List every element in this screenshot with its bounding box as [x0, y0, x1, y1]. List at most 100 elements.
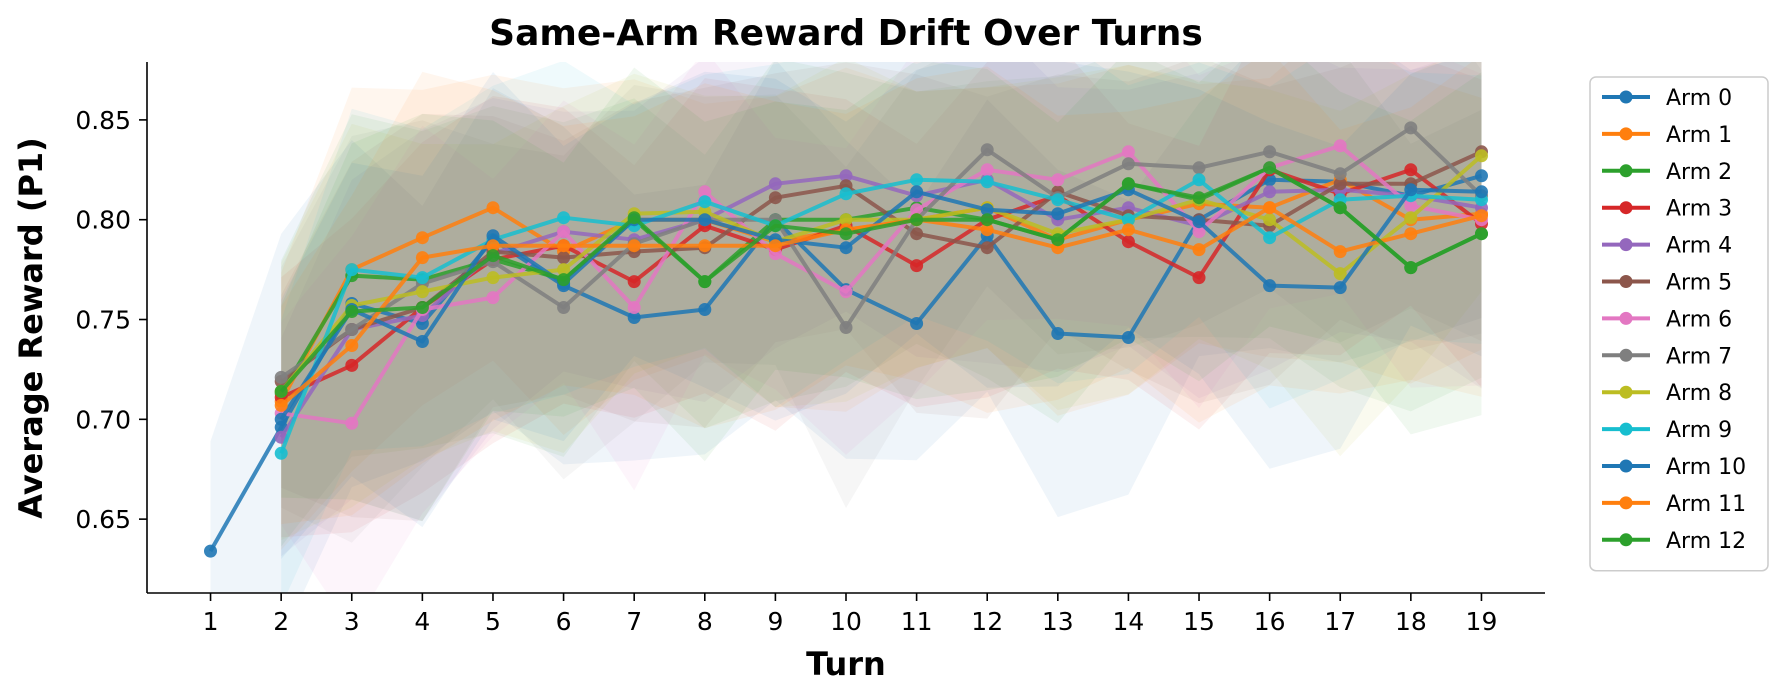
data-point-arm-3-turn-11: [910, 259, 924, 273]
band-arm-7: [281, 62, 1482, 543]
legend-swatch-marker: [1619, 201, 1633, 215]
data-point-arm-12-turn-9: [768, 219, 782, 233]
data-point-arm-9-turn-2: [274, 446, 288, 460]
data-point-arm-4-turn-16: [1263, 185, 1277, 199]
data-point-arm-9-turn-16: [1263, 231, 1277, 245]
data-point-arm-0-turn-11: [910, 317, 924, 330]
data-point-arm-11-turn-6: [557, 239, 571, 253]
data-point-arm-10-turn-18: [1404, 183, 1418, 197]
y-tick-label: 0.65: [75, 505, 131, 534]
data-point-arm-10-turn-15: [1192, 215, 1206, 229]
x-axis-label: Turn: [806, 645, 886, 683]
confidence-bands: [210, 62, 1482, 593]
legend-label: Arm 2: [1666, 160, 1732, 185]
data-point-arm-7-turn-12: [980, 143, 994, 157]
data-point-arm-5-turn-6: [557, 251, 571, 265]
data-point-arm-9-turn-6: [557, 211, 571, 225]
data-point-arm-0-turn-8: [698, 303, 712, 316]
data-point-arm-6-turn-13: [1051, 173, 1065, 187]
data-point-arm-9-turn-14: [1121, 213, 1135, 227]
data-point-arm-10-turn-17: [1333, 281, 1347, 295]
data-point-arm-12-turn-7: [627, 211, 641, 225]
data-point-arm-11-turn-8: [698, 239, 712, 253]
data-point-arm-6-turn-10: [839, 285, 853, 299]
data-point-arm-8-turn-10: [839, 213, 853, 227]
legend-item-arm-7: Arm 7: [1602, 344, 1732, 369]
data-point-arm-6-turn-15: [1192, 225, 1206, 239]
data-point-arm-11-turn-15: [1192, 243, 1206, 257]
data-point-arm-6-turn-17: [1333, 139, 1347, 153]
data-point-arm-10-turn-12: [980, 203, 994, 217]
band-arm-4: [281, 62, 1482, 557]
chart-title: Same-Arm Reward Drift Over Turns: [489, 13, 1203, 54]
data-point-arm-0-turn-7: [627, 311, 641, 324]
series-line-arm-10: [279, 187, 1482, 421]
data-point-arm-6-turn-7: [627, 301, 641, 314]
x-tick-label: 10: [830, 607, 862, 636]
y-tick-label: 0.75: [75, 306, 131, 335]
data-point-arm-12-turn-13: [1051, 233, 1065, 247]
data-point-arm-1-turn-4: [415, 231, 429, 245]
data-point-arm-12-turn-12: [980, 213, 994, 227]
x-tick-label: 11: [901, 607, 933, 636]
data-point-arm-11-turn-19: [1475, 209, 1488, 223]
legend-item-arm-1: Arm 1: [1602, 123, 1732, 148]
legend-label: Arm 4: [1666, 234, 1732, 259]
series-line-arm-12: [279, 165, 1483, 393]
x-tick-label: 2: [273, 607, 289, 636]
data-point-arm-9-turn-15: [1192, 173, 1206, 187]
data-point-arm-6-turn-5: [486, 291, 500, 305]
legend-item-arm-2: Arm 2: [1602, 160, 1732, 185]
data-point-arm-5-turn-9: [768, 191, 782, 205]
data-point-arm-12-turn-3: [345, 305, 359, 318]
y-tick-label: 0.85: [75, 106, 131, 135]
y-tick-label: 0.80: [75, 206, 131, 235]
legend-swatch-marker: [1619, 311, 1633, 325]
legend-swatch-marker: [1619, 422, 1633, 436]
data-point-arm-5-turn-12: [980, 241, 994, 255]
x-tick-label: 3: [344, 607, 360, 636]
y-ticks: 0.65 0.70 0.75 0.80 0.85: [75, 106, 147, 534]
data-point-arm-10-turn-16: [1263, 279, 1277, 293]
data-point-arm-7-turn-3: [345, 323, 359, 336]
legend-swatch-marker: [1619, 385, 1633, 399]
data-point-arm-11-turn-16: [1263, 201, 1277, 215]
data-point-arm-8-turn-18: [1404, 211, 1418, 225]
series-line-arm-5: [280, 149, 1483, 384]
data-point-arm-12-turn-17: [1333, 201, 1347, 215]
x-tick-label: 15: [1183, 607, 1215, 636]
data-point-arm-12-turn-2: [274, 384, 288, 398]
x-tick-label: 4: [414, 607, 430, 636]
data-point-arm-0-turn-14: [1121, 331, 1135, 344]
legend: Arm 0 Arm 1 Arm 2 Arm 3 Arm 4 Arm 5 Arm 6 Arm 7…: [1589, 76, 1769, 572]
data-point-arm-6-turn-8: [698, 185, 712, 199]
data-point-arm-11-turn-17: [1333, 245, 1347, 259]
legend-box: [1589, 76, 1769, 572]
data-point-arm-12-turn-18: [1404, 261, 1418, 275]
data-point-arm-10-turn-4: [415, 335, 429, 348]
data-point-arm-11-turn-9: [768, 239, 782, 253]
data-point-arm-10-turn-2: [274, 412, 288, 426]
data-point-arm-11-turn-5: [486, 239, 500, 253]
data-point-arm-12-turn-16: [1263, 161, 1277, 175]
data-point-arm-11-turn-4: [415, 251, 429, 265]
data-point-arm-5-turn-11: [910, 227, 924, 241]
x-tick-label: 16: [1254, 607, 1286, 636]
data-point-arm-6-turn-11: [910, 203, 924, 217]
data-point-arm-11-turn-18: [1404, 227, 1418, 241]
data-point-arm-7-turn-18: [1404, 121, 1418, 135]
data-point-arm-11-turn-14: [1121, 223, 1135, 237]
data-point-arm-6-turn-18: [1404, 199, 1418, 213]
data-point-arm-7-turn-16: [1263, 145, 1277, 159]
data-point-arm-12-turn-4: [415, 301, 429, 314]
y-axis-label: Average Reward (P1): [12, 137, 50, 519]
data-point-arm-3-turn-14: [1121, 235, 1135, 249]
data-point-arm-3-turn-7: [627, 275, 641, 289]
data-point-arm-4-turn-10: [839, 169, 853, 183]
legend-swatch-marker: [1619, 90, 1633, 104]
band-arm-8: [281, 62, 1482, 541]
band-arm-10: [281, 62, 1482, 559]
legend-swatch-marker: [1619, 348, 1633, 362]
x-tick-label: 13: [1042, 607, 1074, 636]
